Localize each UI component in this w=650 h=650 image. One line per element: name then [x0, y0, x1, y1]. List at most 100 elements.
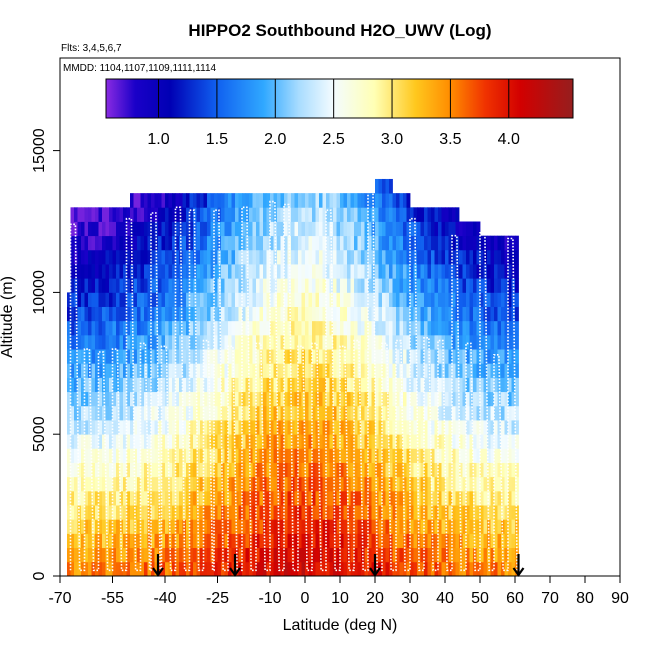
- heat-cell: [235, 505, 239, 520]
- heat-cell: [326, 462, 330, 478]
- heat-cell: [476, 235, 481, 251]
- heat-cell: [161, 249, 166, 265]
- heat-cell: [98, 306, 103, 322]
- heat-cell: [340, 377, 344, 393]
- heat-cell: [298, 249, 302, 265]
- heat-cell: [476, 476, 481, 492]
- heat-cell: [74, 561, 78, 576]
- heat-cell: [266, 547, 271, 563]
- heat-cell: [189, 490, 194, 506]
- heat-cell: [137, 207, 141, 222]
- heat-cell: [312, 249, 316, 265]
- heat-cell: [182, 391, 187, 407]
- heat-cell: [305, 221, 309, 237]
- heat-cell: [308, 193, 313, 208]
- heat-cell: [189, 434, 194, 449]
- heat-cell: [231, 320, 236, 336]
- heat-cell: [382, 334, 386, 350]
- heat-cell: [410, 533, 414, 549]
- heat-cell: [182, 420, 187, 435]
- heat-cell: [340, 264, 344, 279]
- heat-cell: [189, 249, 194, 265]
- heat-cell: [487, 561, 491, 576]
- heat-cell: [130, 420, 134, 435]
- heat-cell: [336, 207, 341, 222]
- heat-cell: [245, 249, 250, 265]
- heat-cell: [158, 292, 162, 307]
- heat-cell: [70, 264, 75, 279]
- heat-cell: [228, 420, 232, 435]
- heat-cell: [420, 547, 425, 563]
- heat-cell: [368, 349, 372, 364]
- heat-cell: [490, 363, 495, 378]
- heat-cell: [301, 377, 306, 393]
- heat-cell: [74, 533, 78, 549]
- heat-cell: [287, 519, 292, 534]
- heat-cell: [494, 561, 498, 576]
- heat-cell: [497, 434, 502, 449]
- heat-cell: [95, 391, 99, 407]
- heat-cell: [165, 207, 169, 222]
- heat-cell: [231, 462, 236, 478]
- heat-cell: [396, 476, 400, 492]
- heat-cell: [130, 278, 134, 293]
- heat-cell: [371, 391, 376, 407]
- heat-cell: [343, 434, 348, 449]
- heat-cell: [298, 476, 302, 492]
- heat-cell: [487, 349, 491, 364]
- heat-cell: [287, 448, 292, 463]
- heat-cell: [308, 519, 313, 534]
- heat-cell: [182, 249, 187, 265]
- heat-cell: [431, 278, 435, 293]
- heat-cell: [98, 448, 103, 463]
- heat-cell: [193, 235, 197, 251]
- heat-cell: [364, 448, 369, 463]
- heat-cell: [406, 334, 411, 350]
- heat-cell: [245, 405, 250, 421]
- heat-cell: [277, 462, 281, 478]
- heat-cell: [487, 533, 491, 549]
- heat-cell: [144, 561, 148, 576]
- heat-cell: [336, 320, 341, 336]
- heat-cell: [364, 221, 369, 237]
- heat-cell: [81, 490, 85, 506]
- heat-cell: [368, 207, 372, 222]
- heat-cell: [182, 320, 187, 336]
- heat-cell: [200, 519, 204, 534]
- heat-cell: [357, 434, 362, 449]
- heat-cell: [74, 334, 78, 350]
- heat-cell: [389, 193, 393, 208]
- heat-cell: [455, 547, 460, 563]
- heat-cell: [112, 292, 117, 307]
- heat-cell: [438, 476, 442, 492]
- heat-cell: [70, 306, 75, 322]
- heat-cell: [273, 207, 278, 222]
- heat-cell: [382, 178, 386, 194]
- heat-cell: [235, 320, 239, 336]
- heat-cell: [326, 363, 330, 378]
- heat-cell: [294, 391, 299, 407]
- heat-cell: [291, 306, 295, 322]
- heat-cell: [312, 320, 316, 336]
- heat-cell: [305, 292, 309, 307]
- heat-cell: [284, 519, 288, 534]
- heat-cell: [361, 434, 365, 449]
- heat-cell: [126, 249, 131, 265]
- heat-cell: [67, 363, 71, 378]
- heat-cell: [252, 363, 257, 378]
- heat-cell: [214, 561, 218, 576]
- heat-cell: [217, 476, 222, 492]
- heat-cell: [77, 278, 82, 293]
- heat-cell: [490, 292, 495, 307]
- heat-cell: [508, 490, 512, 506]
- heat-cell: [333, 420, 337, 435]
- heat-cell: [280, 292, 285, 307]
- heat-cell: [231, 264, 236, 279]
- heat-cell: [294, 363, 299, 378]
- heat-cell: [109, 306, 113, 322]
- heat-cell: [189, 476, 194, 492]
- heat-cell: [81, 264, 85, 279]
- heat-cell: [77, 221, 82, 237]
- heat-cell: [392, 561, 397, 576]
- heat-cell: [203, 292, 208, 307]
